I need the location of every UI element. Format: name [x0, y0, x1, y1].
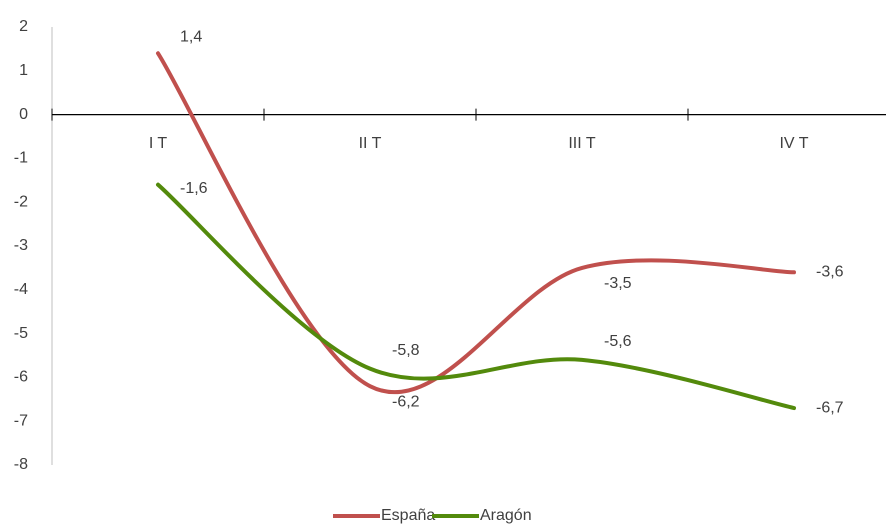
data-label: -6,2: [392, 393, 420, 410]
y-tick-label: -8: [14, 456, 28, 473]
data-label: -1,6: [180, 180, 208, 197]
series-line: [156, 182, 796, 411]
y-tick-label: 1: [19, 62, 28, 79]
x-tick-label: I T: [149, 135, 168, 152]
y-tick-label: -5: [14, 325, 28, 342]
x-tick-label: II T: [359, 135, 382, 152]
data-label: -5,6: [604, 333, 632, 350]
y-tick-label: -3: [14, 237, 28, 254]
y-tick-label: -4: [14, 281, 28, 298]
legend-label: Aragón: [480, 507, 532, 524]
series-line: [156, 51, 796, 395]
data-label: 1,4: [180, 28, 202, 45]
y-tick-label: -2: [14, 193, 28, 210]
legend-label: España: [381, 507, 435, 524]
y-tick-label: -1: [14, 150, 28, 167]
x-tick-label: IV T: [779, 135, 808, 152]
y-tick-label: 0: [19, 106, 28, 123]
data-label: -6,7: [816, 399, 844, 416]
data-label: -3,5: [604, 275, 632, 292]
x-tick-label: III T: [568, 135, 595, 152]
data-label: -5,8: [392, 342, 420, 359]
y-tick-label: 2: [19, 18, 28, 35]
data-label: -3,6: [816, 263, 844, 280]
y-tick-label: -7: [14, 412, 28, 429]
y-tick-label: -6: [14, 369, 28, 386]
